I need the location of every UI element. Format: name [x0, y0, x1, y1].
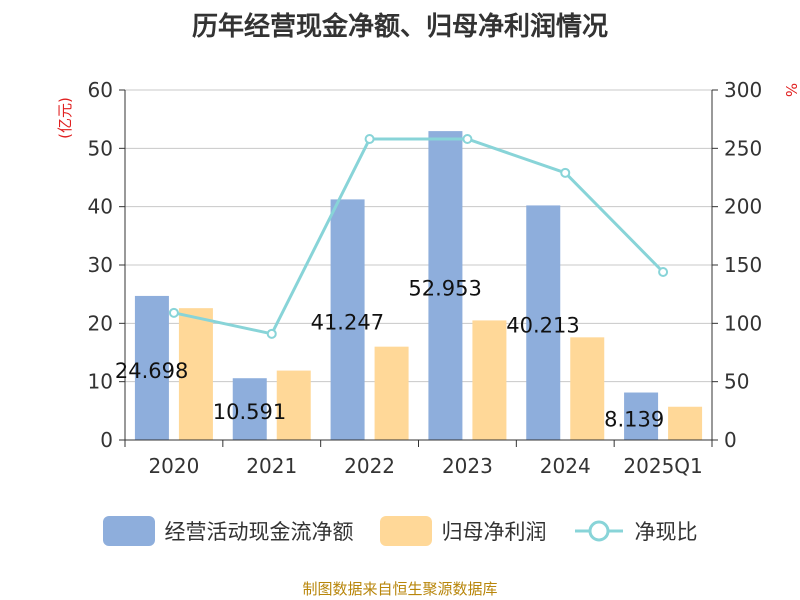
y-left-tick-label: 60: [88, 78, 113, 102]
bar-net-profit: [178, 308, 213, 440]
bar-cash-flow: [330, 199, 365, 440]
y-right-tick-label: 0: [724, 428, 737, 452]
legend-item-net-profit[interactable]: 归母净利润: [379, 516, 547, 546]
y-right-tick-label: 250: [724, 136, 762, 160]
y-left-tick-label: 30: [88, 253, 113, 277]
chart-title: 历年经营现金净额、归母净利润情况: [191, 12, 608, 42]
bar-cash-flow: [428, 131, 463, 441]
legend-item-cash-flow[interactable]: 经营活动现金流净额: [102, 516, 354, 546]
bar-cash-flow: [624, 392, 659, 440]
ratio-point: [462, 134, 473, 144]
ratio-line: [173, 137, 665, 336]
y-right-tick-label: 150: [724, 253, 762, 277]
bar-net-profit: [374, 346, 409, 440]
legend-line-marker-icon: [574, 520, 623, 542]
bar-net-profit: [276, 370, 311, 440]
y-right-unit-label: %: [782, 83, 800, 97]
x-tick-label: 2023: [442, 454, 493, 478]
y-right-tick-label: 100: [724, 311, 762, 335]
data-label-cash-flow: 24.698: [115, 359, 188, 383]
bar-net-profit: [668, 406, 703, 440]
ratio-point: [658, 267, 669, 277]
y-left-tick-label: 20: [88, 311, 113, 335]
y-right-tick-label: 300: [724, 78, 762, 102]
legend: 经营活动现金流净额 归母净利润 净现比: [0, 516, 800, 546]
legend-item-ratio[interactable]: 净现比: [573, 516, 698, 546]
legend-swatch-cash-flow: [102, 516, 155, 546]
ratio-point: [266, 328, 277, 339]
ratio-line-layer: [168, 134, 669, 339]
data-label-cash-flow: 41.247: [311, 311, 384, 335]
y-left-tick-label: 50: [88, 136, 113, 160]
axes: 0 10 20 30 40 50 60 0 50 100 150 200 250 300 (亿元)% 2020…: [56, 78, 800, 478]
x-tick-label: 2021: [246, 454, 297, 478]
y-right-tick-label: 50: [724, 370, 749, 394]
y-left-tick-label: 40: [88, 195, 113, 219]
data-label-cash-flow: 10.591: [213, 400, 286, 424]
bar-net-profit: [570, 337, 605, 440]
y-left-unit-label: (亿元): [56, 97, 74, 139]
data-label-cash-flow: 40.213: [506, 314, 579, 338]
legend-swatch-net-profit: [379, 516, 432, 546]
legend-label-ratio: 净现比: [634, 520, 698, 544]
ratio-point: [168, 307, 179, 318]
y-left-tick-label: 10: [88, 370, 113, 394]
x-tick-label: 2025Q1: [623, 454, 702, 478]
legend-label-net-profit: 归母净利润: [441, 520, 547, 544]
bar-cash-flow: [232, 378, 267, 440]
y-right-tick-label: 200: [724, 195, 762, 219]
ratio-point: [364, 134, 375, 144]
legend-label-cash-flow: 经营活动现金流净额: [164, 520, 354, 544]
y-left-tick-label: 0: [100, 428, 113, 452]
x-tick-label: 2022: [344, 454, 395, 478]
ratio-point: [560, 167, 571, 178]
bar-cash-flow: [526, 205, 561, 440]
x-tick-label: 2024: [540, 454, 591, 478]
chart-plot: 0 10 20 30 40 50 60 0 50 100 150 200 250 300 (亿元)% 2020…: [56, 78, 800, 478]
source-note: 制图数据来自恒生聚源数据库: [302, 580, 498, 598]
data-labels: 24.698 10.591 41.247 52.953 40.213 8.139: [115, 277, 664, 432]
data-label-cash-flow: 52.953: [408, 277, 481, 301]
x-tick-label: 2020: [148, 454, 199, 478]
bars: [134, 131, 703, 441]
bar-cash-flow: [134, 295, 169, 440]
bar-net-profit: [472, 320, 507, 440]
data-label-cash-flow: 8.139: [604, 407, 664, 431]
grid-lines: [125, 89, 712, 383]
